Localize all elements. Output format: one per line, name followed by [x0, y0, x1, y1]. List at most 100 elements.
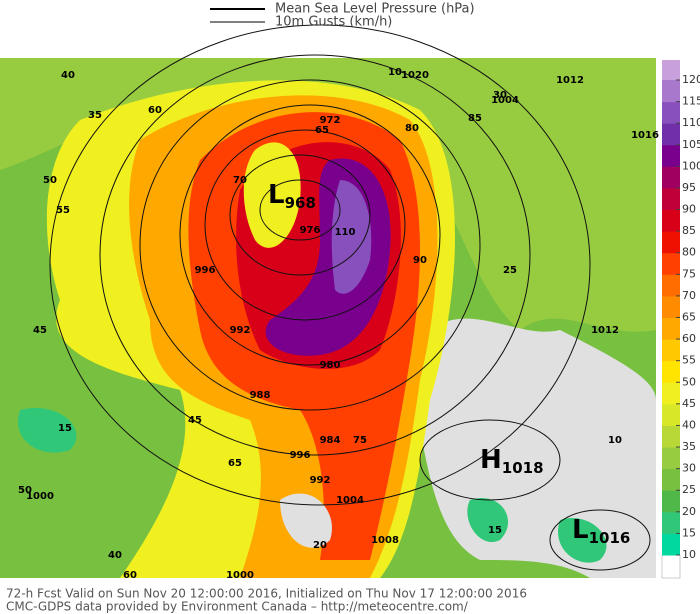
legend-label: 10m Gusts (km/h)	[275, 15, 392, 30]
gust-label: 40	[108, 550, 122, 561]
gust-label: 70	[233, 175, 247, 186]
colorbar-tick-label: 35	[682, 440, 696, 453]
colorbar-band	[662, 166, 680, 189]
colorbar-band	[662, 382, 680, 405]
isobar-label: 976	[300, 225, 321, 236]
isobar-label: 1000	[226, 570, 254, 581]
colorbar-tick-label: 105	[682, 138, 700, 151]
colorbar-band	[662, 187, 680, 211]
colorbar-tick-label: 65	[682, 311, 696, 324]
colorbar-tick-label: 25	[682, 483, 696, 496]
center-value: 1018	[502, 459, 544, 477]
gust-label: 35	[88, 110, 102, 121]
colorbar-tick-label: 120	[682, 73, 700, 86]
footer-line: CMC-GDPS data provided by Environment Ca…	[6, 600, 469, 614]
colorbar-tick-label: 110	[682, 116, 700, 129]
gust-label: 45	[33, 325, 47, 336]
colorbar-band	[662, 447, 680, 470]
colorbar-band	[662, 511, 680, 534]
isobar-label: 988	[250, 390, 271, 401]
gust-label: 65	[315, 125, 329, 136]
colorbar-band	[662, 80, 680, 103]
footer-line: 72-h Fcst Valid on Sun Nov 20 12:00:00 2…	[6, 587, 527, 601]
center-value: 1016	[589, 529, 631, 547]
colorbar-band	[662, 403, 680, 426]
gust-label: 20	[313, 540, 327, 551]
legend-label: Mean Sea Level Pressure (hPa)	[275, 2, 475, 17]
isobar-label: 980	[320, 360, 341, 371]
center-letter: L	[572, 515, 589, 545]
pressure-center: H1018	[480, 445, 544, 477]
colorbar-tick-label: 45	[682, 397, 696, 410]
colorbar-band	[662, 339, 680, 362]
gust-label: 15	[488, 525, 502, 536]
colorbar-tick-label: 50	[682, 375, 696, 388]
colorbar-band	[662, 490, 680, 513]
isobar-label: 996	[290, 450, 311, 461]
legend: Mean Sea Level Pressure (hPa) 10m Gusts …	[210, 2, 475, 30]
colorbar-tick-label: 30	[682, 462, 696, 475]
gust-label: 75	[353, 435, 367, 446]
isobar-label: 972	[320, 115, 341, 126]
colorbar-band	[662, 231, 680, 254]
gust-label: 10	[388, 67, 402, 78]
colorbar-tick-label: 75	[682, 267, 696, 280]
colorbar-tick-label: 55	[682, 354, 696, 367]
isobar-label: 1012	[556, 75, 584, 86]
isobar-label: 1004	[336, 495, 364, 506]
isobar-label: 984	[320, 435, 341, 446]
colorbar-tick-label: 90	[682, 203, 696, 216]
gust-label: 110	[335, 227, 356, 238]
center-letter: H	[480, 445, 502, 475]
gust-label: 50	[43, 175, 57, 186]
colorbar-tick-label: 20	[682, 505, 696, 518]
colorbar-tick-label: 70	[682, 289, 696, 302]
colorbar-band	[662, 274, 680, 297]
colorbar-band	[661, 554, 681, 579]
gust-label: 30	[493, 90, 507, 101]
pressure-center: L968	[268, 180, 316, 212]
isobar-label: 1000	[26, 491, 54, 502]
gust-label: 85	[468, 113, 482, 124]
gust-label: 55	[56, 205, 70, 216]
colorbar-tick-label: 85	[682, 224, 696, 237]
center-letter: L	[268, 180, 285, 210]
isobar-label: 992	[230, 325, 251, 336]
gust-label: 60	[148, 105, 162, 116]
colorbar-band	[662, 317, 680, 340]
colorbar-band	[662, 425, 680, 448]
colorbar-band	[662, 60, 680, 80]
pressure-center: L1016	[572, 515, 630, 547]
isobar-label: 1012	[591, 325, 619, 336]
colorbar-tick-label: 100	[682, 159, 700, 172]
gust-label: 10	[608, 435, 622, 446]
isobar-label: 992	[310, 475, 331, 486]
colorbar-tick-label: 10	[682, 548, 696, 561]
colorbar-tick-label: 80	[682, 246, 696, 259]
isobar-label: 1020	[401, 70, 429, 81]
colorbar-tick-label: 115	[682, 95, 700, 108]
colorbar-band	[662, 468, 680, 491]
colorbar-band	[662, 295, 680, 318]
gust-label: 25	[503, 265, 517, 276]
colorbar-band	[662, 360, 680, 383]
colorbar-tick-label: 40	[682, 418, 696, 431]
isobars	[49, 24, 651, 571]
colorbar-band	[662, 144, 680, 167]
gust-label: 50	[18, 485, 32, 496]
center-value: 968	[285, 194, 316, 212]
colorbar-band	[662, 533, 680, 556]
isobar-label: 996	[195, 265, 216, 276]
isobar-label: 1016	[631, 130, 659, 141]
colorbar-band	[662, 123, 680, 146]
gust-label: 15	[58, 423, 72, 434]
colorbar-tick-label: 60	[682, 332, 696, 345]
isobar-label: 1004	[491, 95, 519, 106]
map-background	[0, 58, 656, 578]
gust-label: 60	[123, 570, 137, 581]
colorbar-band	[662, 101, 680, 124]
colorbar-tick-label: 15	[682, 526, 696, 539]
colorbar-band	[662, 252, 680, 275]
gust-label: 65	[228, 458, 242, 469]
